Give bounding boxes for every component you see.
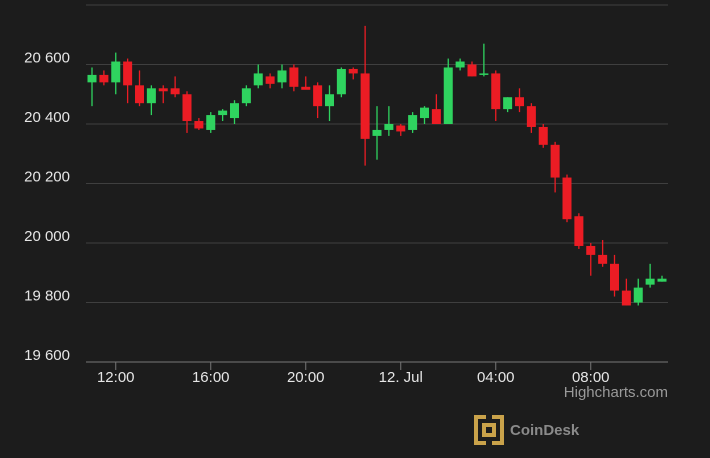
watermark: CoinDesk (510, 422, 580, 439)
candle-body (562, 177, 572, 220)
y-tick-label: 20 000 (24, 228, 70, 245)
candle-body (491, 73, 501, 110)
candle-body (515, 97, 524, 107)
candle-body (538, 126, 548, 145)
candle-body (194, 121, 204, 129)
candle-body (170, 88, 180, 95)
candle-body (503, 97, 513, 110)
candle-body (384, 124, 394, 130)
candle-body (230, 103, 239, 119)
candle-body (182, 94, 192, 122)
candle-body (348, 68, 358, 74)
x-tick-label: 16:00 (192, 369, 230, 386)
candle-body (265, 76, 275, 84)
x-tick-label: 04:00 (477, 369, 515, 386)
candle-body (111, 61, 121, 83)
candle-body (479, 73, 489, 75)
candle-body (135, 85, 144, 104)
candle-body (313, 85, 323, 107)
y-tick-label: 19 800 (24, 287, 70, 304)
x-tick-label: 12. Jul (379, 369, 423, 386)
candle-body (301, 86, 311, 90)
candle-body (289, 67, 299, 87)
candle-body (360, 73, 370, 139)
candle-body (253, 73, 263, 86)
x-tick-label: 20:00 (287, 369, 325, 386)
candle-body (372, 129, 382, 136)
y-tick-label: 19 600 (24, 347, 70, 364)
x-tick-label: 08:00 (572, 369, 610, 386)
candle-body (467, 64, 477, 77)
candle-body (396, 125, 406, 132)
candle-body (574, 216, 584, 246)
candle-body (645, 278, 655, 285)
y-tick-label: 20 400 (24, 109, 70, 126)
candle-body (455, 61, 465, 68)
candle-body (241, 88, 251, 104)
candle-body (443, 67, 453, 124)
candle-body (99, 74, 109, 83)
candle-body (526, 106, 536, 127)
candle-body (633, 287, 643, 303)
y-tick-label: 20 600 (24, 49, 70, 66)
logo-icon (474, 415, 504, 445)
candle-body (158, 88, 168, 92)
candle-body (325, 94, 334, 107)
candle-body (123, 61, 133, 86)
candle-body (206, 115, 216, 130)
candle-body (277, 70, 287, 83)
x-tick-label: 12:00 (97, 369, 135, 386)
candle-body (586, 245, 596, 255)
candle-body (420, 107, 429, 119)
candle-body (610, 263, 619, 291)
candle-body (408, 115, 418, 130)
candle-body (598, 254, 608, 264)
candle-body (218, 110, 228, 116)
candle-body (336, 68, 346, 95)
candle-body (550, 144, 560, 178)
candle-body (87, 74, 97, 83)
candle-body (657, 278, 667, 282)
y-tick-label: 20 200 (24, 168, 70, 185)
candle-body (146, 88, 156, 104)
candle-body (621, 290, 631, 306)
candle-body (431, 109, 441, 124)
credits[interactable]: Highcharts.com (564, 384, 668, 401)
